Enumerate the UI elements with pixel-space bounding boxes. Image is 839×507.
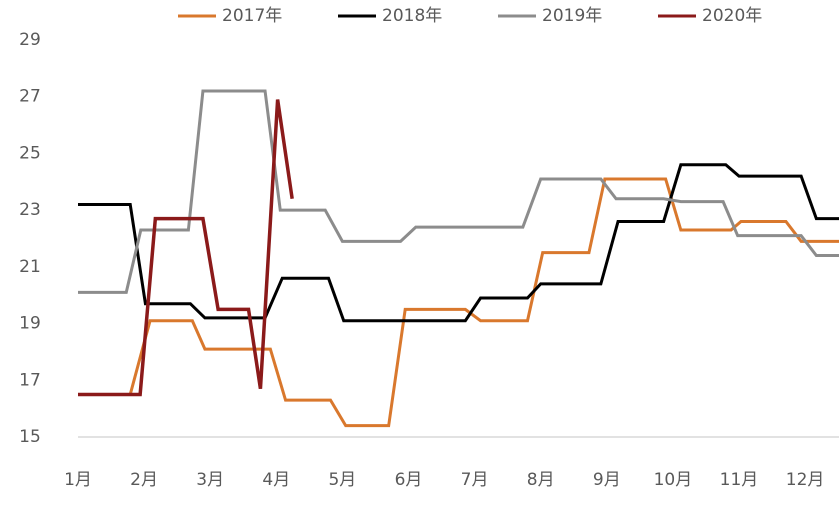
y-tick-label: 27 xyxy=(19,87,41,107)
x-tick-label: 11月 xyxy=(720,470,759,490)
legend-label: 2018年 xyxy=(382,6,442,26)
x-tick-label: 4月 xyxy=(262,470,290,490)
y-tick-label: 19 xyxy=(19,314,41,334)
series-line xyxy=(78,177,839,428)
y-tick-label: 25 xyxy=(19,143,41,163)
x-tick-label: 7月 xyxy=(461,470,489,490)
y-tick-label: 29 xyxy=(19,30,41,50)
x-tick-label: 5月 xyxy=(328,470,356,490)
x-tick-label: 1月 xyxy=(64,470,92,490)
x-tick-label: 8月 xyxy=(527,470,555,490)
y-tick-label: 17 xyxy=(19,370,41,390)
x-tick-label: 10月 xyxy=(654,470,693,490)
series-line xyxy=(78,89,839,294)
x-tick-label: 9月 xyxy=(593,470,621,490)
legend-label: 2019年 xyxy=(542,6,602,26)
x-tick-label: 12月 xyxy=(786,470,825,490)
x-tick-label: 3月 xyxy=(196,470,224,490)
y-tick-label: 21 xyxy=(19,257,41,277)
x-tick-label: 2月 xyxy=(130,470,158,490)
series-line xyxy=(78,99,294,397)
x-tick-label: 6月 xyxy=(395,470,423,490)
legend-label: 2017年 xyxy=(222,6,282,26)
series-line xyxy=(78,163,839,323)
y-tick-label: 15 xyxy=(19,427,41,447)
legend-label: 2020年 xyxy=(702,6,762,26)
y-tick-label: 23 xyxy=(19,200,41,220)
